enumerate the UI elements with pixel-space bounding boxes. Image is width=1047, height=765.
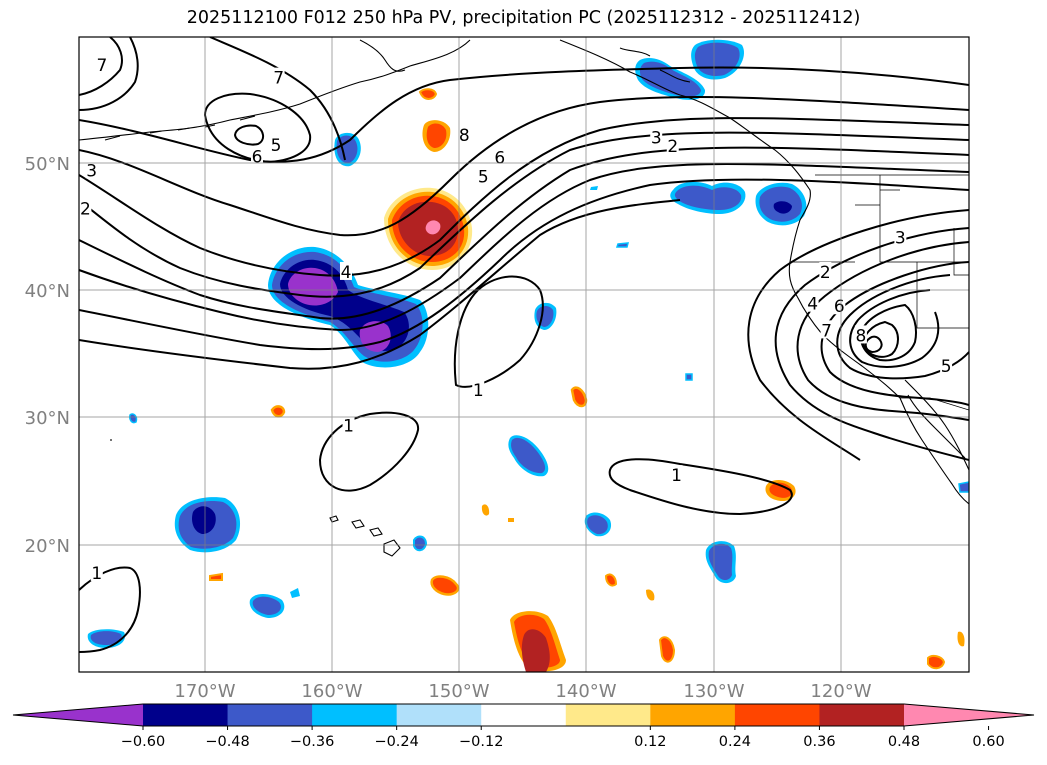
contour-label: 1 bbox=[343, 417, 354, 437]
precip-shading bbox=[87, 39, 969, 672]
colorbar-segment bbox=[565, 704, 651, 726]
colorbar-segment bbox=[650, 704, 736, 726]
contour-label-bg bbox=[820, 320, 833, 339]
contour-label-bg bbox=[854, 325, 867, 344]
contour-label-bg bbox=[666, 136, 679, 155]
colorbar-extend-low bbox=[13, 704, 143, 726]
contour-label: 3 bbox=[86, 161, 97, 181]
contour-label-bg bbox=[90, 562, 103, 581]
contour-label: 1 bbox=[473, 381, 484, 401]
colorbar-tick-label: 0.12 bbox=[634, 734, 666, 750]
colorbar-tick-label: 0.48 bbox=[888, 734, 920, 750]
lon-label-160w: 160°W bbox=[301, 681, 362, 702]
contour-label: 1 bbox=[91, 564, 102, 584]
map-frame bbox=[78, 36, 970, 673]
lat-label-20n: 20°N bbox=[25, 536, 70, 557]
contour-label: 7 bbox=[821, 321, 832, 341]
contour-label: 3 bbox=[651, 128, 662, 148]
contour-label-bg bbox=[272, 67, 285, 86]
contour-label-bg bbox=[493, 147, 506, 166]
colorbar-tick-label: −0.36 bbox=[290, 734, 334, 750]
contour-label: 3 bbox=[895, 229, 906, 249]
pv-contours bbox=[79, 37, 969, 653]
contour-label: 2 bbox=[667, 137, 678, 157]
colorbar-tick-label: −0.48 bbox=[205, 734, 249, 750]
contour-label: 6 bbox=[494, 149, 505, 169]
contour-label-bg bbox=[340, 261, 352, 280]
colorbar-tick-label: 0.36 bbox=[803, 734, 835, 750]
contour-label: 1 bbox=[671, 466, 682, 486]
colorbar-segment bbox=[396, 704, 482, 726]
contour-label-bg bbox=[79, 198, 92, 217]
precip-small-features bbox=[87, 39, 969, 672]
colorbar-segment bbox=[227, 704, 313, 726]
colorbar-segment bbox=[819, 704, 905, 726]
colorbar-segment bbox=[312, 704, 398, 726]
contour-label: 5 bbox=[478, 168, 489, 188]
contour-label: 7 bbox=[273, 69, 284, 89]
colorbar-tick-label: −0.60 bbox=[121, 734, 165, 750]
contour-label: 8 bbox=[856, 326, 867, 346]
contour-label-bg bbox=[894, 227, 907, 246]
contour-label-bg bbox=[95, 54, 108, 73]
colorbar-segment bbox=[734, 704, 820, 726]
contour-label-bg bbox=[670, 465, 683, 484]
lon-label-140w: 140°W bbox=[555, 681, 616, 702]
colorbar: −0.60 −0.48 −0.36 −0.24 −0.12 0.12 0.24 0.36 0.4… bbox=[12, 703, 1035, 750]
contour-label: 5 bbox=[271, 136, 282, 156]
lat-label-30n: 30°N bbox=[25, 408, 70, 429]
lon-label-170w: 170°W bbox=[174, 681, 235, 702]
colorbar-tick-label: −0.12 bbox=[459, 734, 503, 750]
colorbar-tick-label: −0.24 bbox=[374, 734, 418, 750]
contour-label-bg bbox=[819, 261, 832, 280]
lat-label-50n: 50°N bbox=[25, 154, 70, 175]
colorbar-tick-label: 0.24 bbox=[719, 734, 751, 750]
precip-anomaly-positive bbox=[384, 187, 473, 270]
contour-label-bg bbox=[477, 166, 490, 185]
contour-label: 4 bbox=[341, 263, 352, 283]
colorbar-segment bbox=[143, 704, 229, 726]
contour-label: 6 bbox=[834, 297, 845, 317]
lon-label-150w: 150°W bbox=[428, 681, 489, 702]
lat-label-40n: 40°N bbox=[25, 281, 70, 302]
contour-label: 4 bbox=[807, 295, 818, 315]
contour-label: 2 bbox=[80, 199, 91, 219]
contour-label-bg bbox=[342, 415, 355, 434]
contour-label-bg bbox=[472, 380, 485, 399]
contour-label-bg bbox=[251, 146, 263, 165]
contour-label-bg bbox=[833, 296, 846, 315]
gridlines bbox=[79, 37, 969, 672]
contour-label: 6 bbox=[252, 147, 263, 167]
colorbar-extend-high bbox=[904, 704, 1034, 726]
contour-label: 7 bbox=[96, 56, 107, 76]
contour-label-bg bbox=[270, 134, 283, 153]
precip-anomaly-negative bbox=[268, 246, 429, 368]
lon-label-130w: 130°W bbox=[683, 681, 744, 702]
lon-label-120w: 120°W bbox=[810, 681, 871, 702]
contour-label-bg bbox=[85, 160, 98, 179]
map-title: 2025112100 F012 250 hPa PV, precipitatio… bbox=[186, 8, 861, 28]
colorbar-segment bbox=[481, 704, 567, 726]
contour-label: 5 bbox=[941, 357, 952, 377]
contour-label-bg bbox=[940, 355, 953, 374]
contour-label: 8 bbox=[459, 126, 470, 146]
contour-label-bg bbox=[458, 124, 471, 143]
contour-label-bg bbox=[806, 293, 819, 312]
contour-label-bg bbox=[650, 127, 663, 146]
colorbar-tick-label: 0.60 bbox=[972, 734, 1004, 750]
contour-label: 2 bbox=[820, 263, 831, 283]
